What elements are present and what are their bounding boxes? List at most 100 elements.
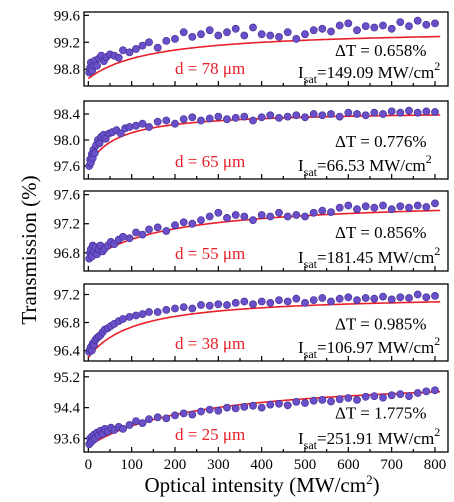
data-point	[257, 113, 266, 122]
isat-sub: sat	[304, 72, 318, 86]
data-point	[171, 411, 179, 420]
data-point	[422, 293, 431, 302]
data-point	[116, 129, 125, 138]
data-point	[266, 111, 275, 120]
data-point	[292, 397, 301, 406]
data-point	[231, 404, 240, 413]
x-tick-label: 200	[164, 457, 187, 473]
data-point	[353, 296, 361, 304]
data-point	[125, 312, 134, 321]
data-point	[283, 212, 292, 221]
data-point	[379, 201, 387, 210]
data-point	[188, 410, 197, 419]
delta-t-label: ΔT = 0.658%	[335, 41, 427, 60]
isat-value: =149.09 MW/cm	[317, 63, 434, 82]
data-point	[318, 111, 327, 120]
delta-t-label: ΔT = 1.775%	[335, 404, 427, 423]
panel-3: 97.6 97.2 96.8 d = 55 μm ΔT = 0.856% Isat=181…	[54, 188, 449, 272]
data-point	[413, 389, 422, 397]
data-point	[422, 203, 431, 211]
data-point	[353, 395, 361, 404]
data-point	[431, 199, 439, 208]
data-point	[93, 61, 101, 70]
data-point	[162, 116, 171, 125]
data-point	[162, 305, 171, 314]
thickness-label: d = 78 μm	[175, 59, 245, 78]
isat-sub: sat	[304, 438, 318, 452]
data-point	[413, 201, 422, 210]
delta-t-label: ΔT = 0.776%	[335, 132, 427, 151]
data-point	[335, 395, 344, 404]
data-point	[179, 115, 188, 124]
data-point	[90, 149, 99, 157]
data-point	[95, 139, 104, 148]
data-point	[214, 300, 223, 309]
x-tick-label: 300	[207, 457, 230, 473]
data-point	[361, 294, 370, 302]
data-point	[361, 202, 370, 211]
data-point	[257, 297, 266, 306]
y-tick-label: 93.6	[54, 432, 81, 448]
data-point	[240, 31, 249, 40]
y-tick-label: 96.8	[54, 246, 80, 262]
data-point	[335, 294, 344, 303]
data-point	[292, 111, 301, 120]
data-point	[171, 304, 179, 313]
data-point	[301, 298, 309, 307]
data-point	[379, 110, 387, 118]
y-tick-label: 96.8	[54, 316, 80, 332]
data-point	[223, 115, 231, 124]
data-point	[370, 108, 379, 117]
data-point	[153, 413, 162, 422]
data-point	[431, 386, 439, 395]
data-point	[275, 296, 283, 304]
data-point	[162, 227, 171, 235]
isat-label: Isat=149.09 MW/cm2	[298, 59, 440, 86]
data-point	[205, 212, 214, 221]
data-point	[214, 112, 223, 121]
isat-label: Isat=181.45 MW/cm2	[298, 244, 440, 271]
y-tick-label: 99.6	[54, 8, 81, 24]
data-point	[318, 24, 327, 33]
data-point	[240, 297, 249, 306]
data-point	[266, 400, 275, 409]
data-point	[309, 296, 318, 304]
y-tick-label: 96.4	[54, 344, 81, 360]
data-point	[327, 208, 335, 216]
x-tick-label: 700	[380, 457, 403, 473]
data-point	[119, 232, 127, 241]
data-point	[223, 403, 231, 412]
data-point	[231, 298, 240, 307]
data-point	[422, 387, 431, 396]
thickness-label: d = 65 μm	[175, 152, 245, 171]
isat-value: =181.45 MW/cm	[317, 248, 434, 267]
data-point	[353, 205, 361, 214]
data-point	[379, 393, 387, 402]
isat-sup: 2	[434, 334, 440, 348]
data-point	[132, 417, 140, 425]
x-axis-title-close: )	[373, 473, 380, 497]
data-point	[309, 110, 318, 118]
data-point	[379, 292, 387, 301]
y-tick-label: 98.8	[54, 62, 80, 78]
data-point	[396, 108, 405, 117]
y-tick-label: 98.0	[54, 133, 80, 149]
data-point	[132, 311, 140, 320]
data-point	[370, 23, 379, 32]
data-point	[335, 21, 344, 30]
data-point	[179, 303, 188, 311]
isat-prefix: I	[298, 429, 304, 448]
plot-frame	[83, 190, 449, 272]
x-axis-title-text: Optical intensity (MW/cm	[144, 473, 366, 497]
data-point	[283, 112, 292, 121]
data-point	[275, 399, 283, 408]
data-point	[231, 114, 240, 122]
data-point	[119, 46, 127, 55]
data-point	[335, 203, 344, 212]
delta-t-label: ΔT = 0.985%	[335, 315, 427, 334]
data-point	[387, 295, 396, 304]
data-point	[153, 308, 162, 316]
data-point	[353, 26, 361, 35]
data-point	[344, 108, 353, 117]
